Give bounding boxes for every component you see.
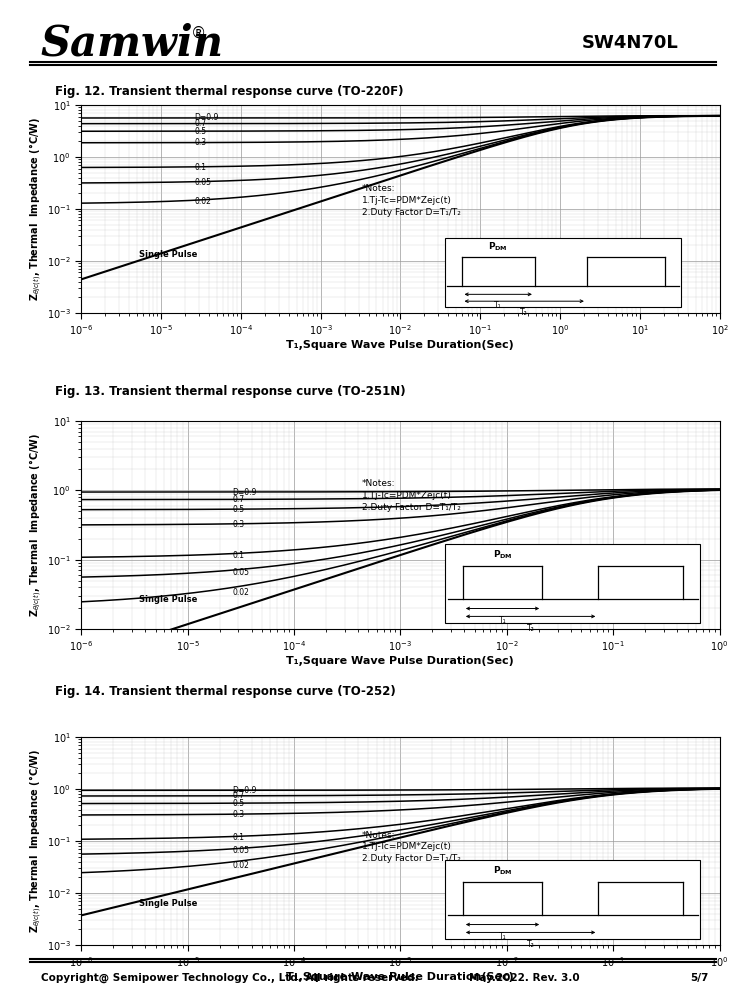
Y-axis label: Z$_{θjc(t)}$, Thermal  Impedance (°C/W): Z$_{θjc(t)}$, Thermal Impedance (°C/W) [28,433,44,617]
Text: 0.7: 0.7 [232,495,244,504]
Y-axis label: Z$_{θjc(t)}$, Thermal  Impedance (°C/W): Z$_{θjc(t)}$, Thermal Impedance (°C/W) [27,117,44,301]
Text: Fig. 12. Transient thermal response curve (TO-220F): Fig. 12. Transient thermal response curv… [55,85,404,98]
Text: 0.1: 0.1 [232,833,244,842]
Text: $\mathbf{P_{DM}}$: $\mathbf{P_{DM}}$ [489,241,508,253]
Text: 0.02: 0.02 [232,588,249,597]
Text: 0.3: 0.3 [232,810,244,819]
Text: T₁: T₁ [499,932,506,941]
Text: 0.1: 0.1 [232,551,244,560]
X-axis label: T₁,Square Wave Pulse Duration(Sec): T₁,Square Wave Pulse Duration(Sec) [286,656,514,666]
Y-axis label: Z$_{θjc(t)}$, Thermal  Impedance (°C/W): Z$_{θjc(t)}$, Thermal Impedance (°C/W) [27,749,44,933]
Text: D=0.9: D=0.9 [232,786,257,795]
Text: Single Pulse: Single Pulse [139,250,197,259]
Text: D=0.9: D=0.9 [195,113,219,122]
Text: 0.1: 0.1 [195,163,207,172]
Text: 0.5: 0.5 [195,127,207,136]
Text: Fig. 14. Transient thermal response curve (TO-252): Fig. 14. Transient thermal response curv… [55,685,396,698]
Text: 0.02: 0.02 [232,861,249,870]
Text: Copyright@ Semipower Technology Co., Ltd. All rights reserved.: Copyright@ Semipower Technology Co., Ltd… [41,973,418,983]
Text: May.2022. Rev. 3.0: May.2022. Rev. 3.0 [469,973,579,983]
Text: $\mathbf{P_{DM}}$: $\mathbf{P_{DM}}$ [493,549,512,561]
FancyBboxPatch shape [445,544,700,623]
Text: *Notes:
1.Tj-Tc=PDM*Zejc(t)
2.Duty Factor D=T₁/T₂: *Notes: 1.Tj-Tc=PDM*Zejc(t) 2.Duty Facto… [362,184,461,217]
Text: Single Pulse: Single Pulse [139,595,197,604]
Text: D=0.9: D=0.9 [232,488,257,497]
X-axis label: T₁,Square Wave Pulse Duration(Sec): T₁,Square Wave Pulse Duration(Sec) [286,340,514,350]
Text: T₂: T₂ [527,940,534,949]
Text: Fig. 13. Transient thermal response curve (TO-251N): Fig. 13. Transient thermal response curv… [55,385,406,398]
Text: $\mathbf{P_{DM}}$: $\mathbf{P_{DM}}$ [493,865,512,877]
Text: ®: ® [190,25,206,40]
Text: 0.05: 0.05 [195,178,212,187]
Text: Single Pulse: Single Pulse [139,899,197,908]
Text: T₂: T₂ [527,624,534,633]
Text: 0.5: 0.5 [232,799,244,808]
Text: 0.7: 0.7 [195,119,207,128]
Text: *Notes:
1.Tj-Tc=PDM*Zejc(t)
2.Duty Factor D=T₁/T₂: *Notes: 1.Tj-Tc=PDM*Zejc(t) 2.Duty Facto… [362,831,461,863]
Text: 0.05: 0.05 [232,568,249,577]
X-axis label: T₁,Square Wave Pulse Duration(Sec): T₁,Square Wave Pulse Duration(Sec) [286,972,514,982]
Text: 0.02: 0.02 [195,197,212,206]
Text: T₂: T₂ [520,308,528,317]
Text: 5/7: 5/7 [690,973,708,983]
Text: *Notes:
1.Tj-Tc=PDM*Zejc(t)
2.Duty Factor D=T₁/T₂: *Notes: 1.Tj-Tc=PDM*Zejc(t) 2.Duty Facto… [362,479,461,512]
FancyBboxPatch shape [445,860,700,939]
FancyBboxPatch shape [445,238,681,307]
Text: 0.3: 0.3 [232,520,244,529]
Text: 0.05: 0.05 [232,846,249,855]
Text: T₁: T₁ [499,616,506,625]
Text: T₁: T₁ [494,301,502,310]
Text: 0.3: 0.3 [195,138,207,147]
Text: 0.5: 0.5 [232,505,244,514]
Text: Samwin: Samwin [41,22,224,64]
Text: SW4N70L: SW4N70L [582,34,679,52]
Text: 0.7: 0.7 [232,791,244,800]
